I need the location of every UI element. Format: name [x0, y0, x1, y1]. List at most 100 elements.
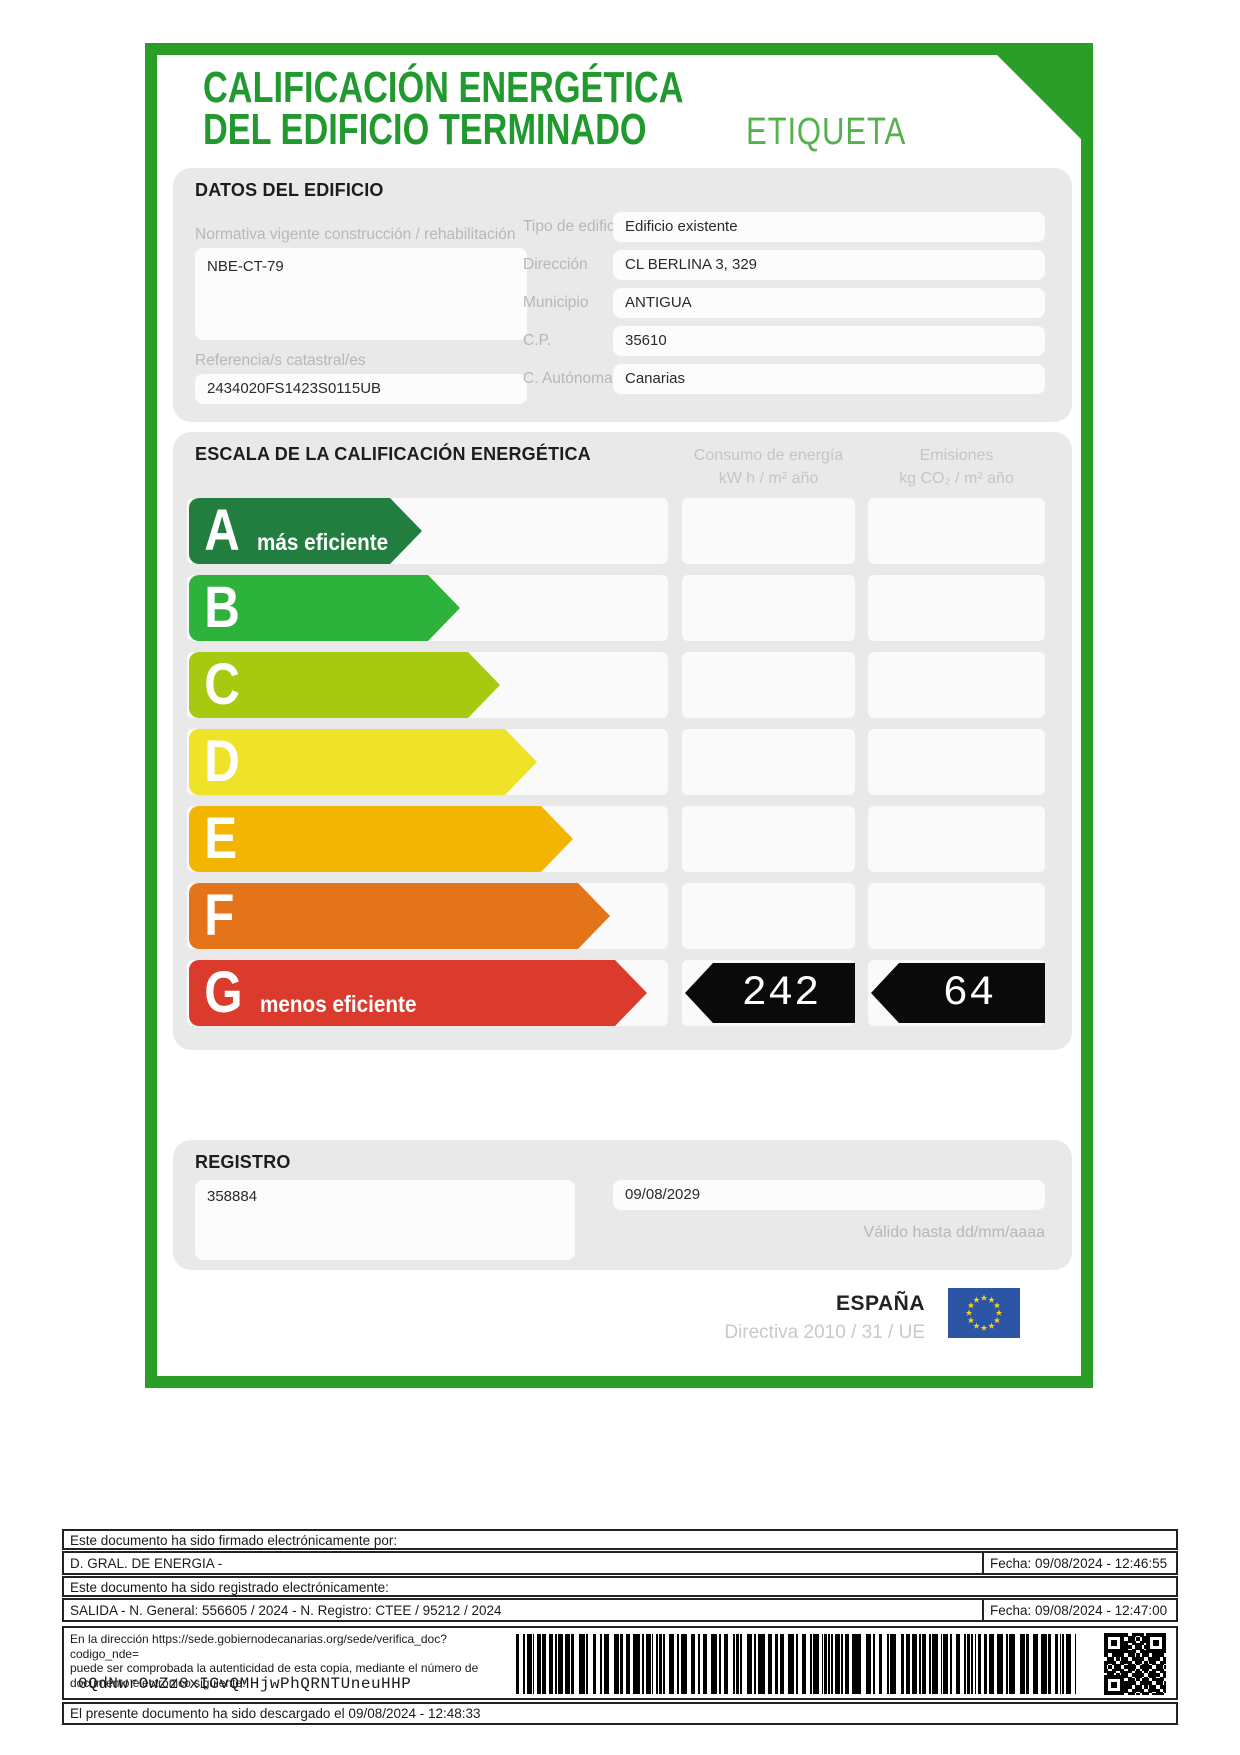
emisiones-cell	[868, 806, 1045, 872]
corner-triangle-decoration	[997, 55, 1081, 139]
referencia-catastral-label: Referencia/s catastral/es	[195, 352, 366, 369]
consumo-cell	[682, 806, 855, 872]
scale-row-e: E	[173, 806, 1072, 872]
rating-arrow-d: D	[189, 729, 537, 795]
consumo-header-line1: Consumo de energía	[693, 447, 844, 464]
rating-letter-g: G	[204, 960, 243, 1025]
certificate-title-line2: DEL EDIFICIO TERMINADO	[203, 105, 647, 154]
rating-arrow-b: B	[189, 575, 460, 641]
consumo-cell	[682, 575, 855, 641]
eu-directive-label: Directiva 2010 / 31 / UE	[724, 1322, 925, 1343]
autonoma-label: C. Autónoma	[523, 370, 613, 387]
field-row-cp: C.P. 35610	[173, 326, 1072, 356]
registro-panel: REGISTRO 358884 09/08/2029 Válido hasta …	[173, 1140, 1072, 1270]
tipo-edificio-value-box: Edificio existente	[613, 212, 1045, 242]
consumo-cell	[682, 729, 855, 795]
downloaded-row: El presente documento ha sido descargado…	[62, 1702, 1178, 1725]
field-row-tipo: Tipo de edificio Edificio existente	[173, 212, 1072, 242]
consumo-cell	[682, 498, 855, 564]
registration-row: SALIDA - N. General: 556605 / 2024 - N. …	[62, 1598, 1178, 1622]
referencia-catastral-value-box: 2434020FS1423S0115UB	[195, 374, 527, 404]
verification-line2: puede ser comprobada la autenticidad de …	[70, 1661, 479, 1675]
verification-text: En la dirección https://sede.gobiernodec…	[70, 1632, 515, 1690]
emisiones-cell	[868, 652, 1045, 718]
signature-date: Fecha: 09/08/2024 - 12:46:55	[982, 1553, 1176, 1573]
scale-header: ESCALA DE LA CALIFICACIÓN ENERGÉTICA	[195, 444, 591, 464]
verification-row: En la dirección https://sede.gobiernodec…	[62, 1626, 1178, 1700]
cp-label: C.P.	[523, 332, 552, 349]
tipo-edificio-label: Tipo de edificio	[523, 218, 627, 235]
etiqueta-label: ETIQUETA	[746, 111, 907, 153]
signed-electronically-row: Este documento ha sido firmado electróni…	[62, 1529, 1178, 1550]
emisiones-header-line2: kg CO₂ / m² año	[899, 470, 1014, 487]
emisiones-column-header: Emisiones kg CO₂ / m² año	[855, 444, 1058, 490]
normativa-value-box: NBE-CT-79	[195, 248, 527, 340]
qr-finder-bottom-left	[1104, 1675, 1124, 1695]
rating-letter-e: E	[204, 806, 238, 871]
direccion-label: Dirección	[523, 256, 588, 273]
qr-finder-top-left	[1104, 1633, 1124, 1653]
certificate-title-line1: CALIFICACIÓN ENERGÉTICA	[203, 63, 684, 112]
building-data-header: DATOS DEL EDIFICIO	[195, 180, 384, 200]
least-efficient-label: menos eficiente	[260, 990, 417, 1017]
consumo-column-header: Consumo de energía kW h / m² año	[656, 444, 881, 490]
verification-line3: documento electrónico siguiente:	[70, 1675, 246, 1690]
field-row-direccion: Dirección CL BERLINA 3, 329	[173, 250, 1072, 280]
scale-row-g: G menos eficiente 242 64	[173, 960, 1072, 1026]
emisiones-value-badge: 64	[871, 963, 1045, 1023]
rating-letter-d: D	[204, 729, 240, 794]
rating-arrow-g: G menos eficiente	[189, 960, 647, 1026]
scale-row-a: A más eficiente	[173, 498, 1072, 564]
most-efficient-label: más eficiente	[256, 528, 389, 555]
registration-numbers: SALIDA - N. General: 556605 / 2024 - N. …	[70, 1603, 502, 1618]
valid-until-value-box: 09/08/2029	[613, 1180, 1045, 1210]
qr-code	[1102, 1631, 1168, 1697]
emisiones-cell	[868, 883, 1045, 949]
field-row-municipio: Municipio ANTIGUA	[173, 288, 1072, 318]
rating-letter-a: A	[204, 498, 240, 563]
emisiones-value: 64	[942, 969, 996, 1017]
normativa-label: Normativa vigente construcción / rehabil…	[195, 226, 516, 243]
emisiones-cell	[868, 729, 1045, 795]
verification-line1: En la dirección https://sede.gobiernodec…	[70, 1632, 447, 1661]
rating-letter-b: B	[204, 575, 240, 640]
cp-value-box: 35610	[613, 326, 1045, 356]
scale-row-d: D	[173, 729, 1072, 795]
qr-finder-top-right	[1146, 1633, 1166, 1653]
registration-date: Fecha: 09/08/2024 - 12:47:00	[982, 1600, 1176, 1620]
rating-arrow-f: F	[189, 883, 610, 949]
signer-name: D. GRAL. DE ENERGIA -	[70, 1556, 223, 1571]
country-label: ESPAÑA	[836, 1292, 925, 1315]
electronic-document-code: 0QdNwrOwZz0xIGvQMHjwPhQRNTUneuHHP	[78, 1675, 412, 1693]
registro-number-box: 358884	[195, 1180, 575, 1260]
direccion-value-box: CL BERLINA 3, 329	[613, 250, 1045, 280]
municipio-label: Municipio	[523, 294, 589, 311]
consumo-value-badge: 242	[685, 963, 855, 1023]
rating-arrow-e: E	[189, 806, 573, 872]
scale-row-b: B	[173, 575, 1072, 641]
scale-row-f: F	[173, 883, 1072, 949]
building-data-panel: DATOS DEL EDIFICIO Normativa vigente con…	[173, 168, 1072, 422]
valid-until-hint: Válido hasta dd/mm/aaaa	[863, 1224, 1045, 1241]
scale-row-c: C	[173, 652, 1072, 718]
barcode	[516, 1634, 1076, 1694]
emisiones-cell	[868, 498, 1045, 564]
emisiones-cell	[868, 575, 1045, 641]
consumo-cell	[682, 883, 855, 949]
registro-header: REGISTRO	[195, 1152, 291, 1172]
registered-electronically-row: Este documento ha sido registrado electr…	[62, 1576, 1178, 1597]
rating-arrow-a: A más eficiente	[189, 498, 422, 564]
field-row-autonoma: C. Autónoma Canarias	[173, 364, 1072, 394]
emisiones-header-line1: Emisiones	[919, 447, 994, 464]
rating-letter-f: F	[204, 883, 235, 948]
consumo-header-line2: kW h / m² año	[718, 470, 819, 487]
autonoma-value-box: Canarias	[613, 364, 1045, 394]
signer-row: D. GRAL. DE ENERGIA - Fecha: 09/08/2024 …	[62, 1551, 1178, 1575]
consumo-cell	[682, 652, 855, 718]
energy-scale-panel: ESCALA DE LA CALIFICACIÓN ENERGÉTICA Con…	[173, 432, 1072, 1050]
rating-arrow-c: C	[189, 652, 500, 718]
consumo-value: 242	[741, 969, 821, 1017]
municipio-value-box: ANTIGUA	[613, 288, 1045, 318]
rating-letter-c: C	[204, 652, 240, 717]
